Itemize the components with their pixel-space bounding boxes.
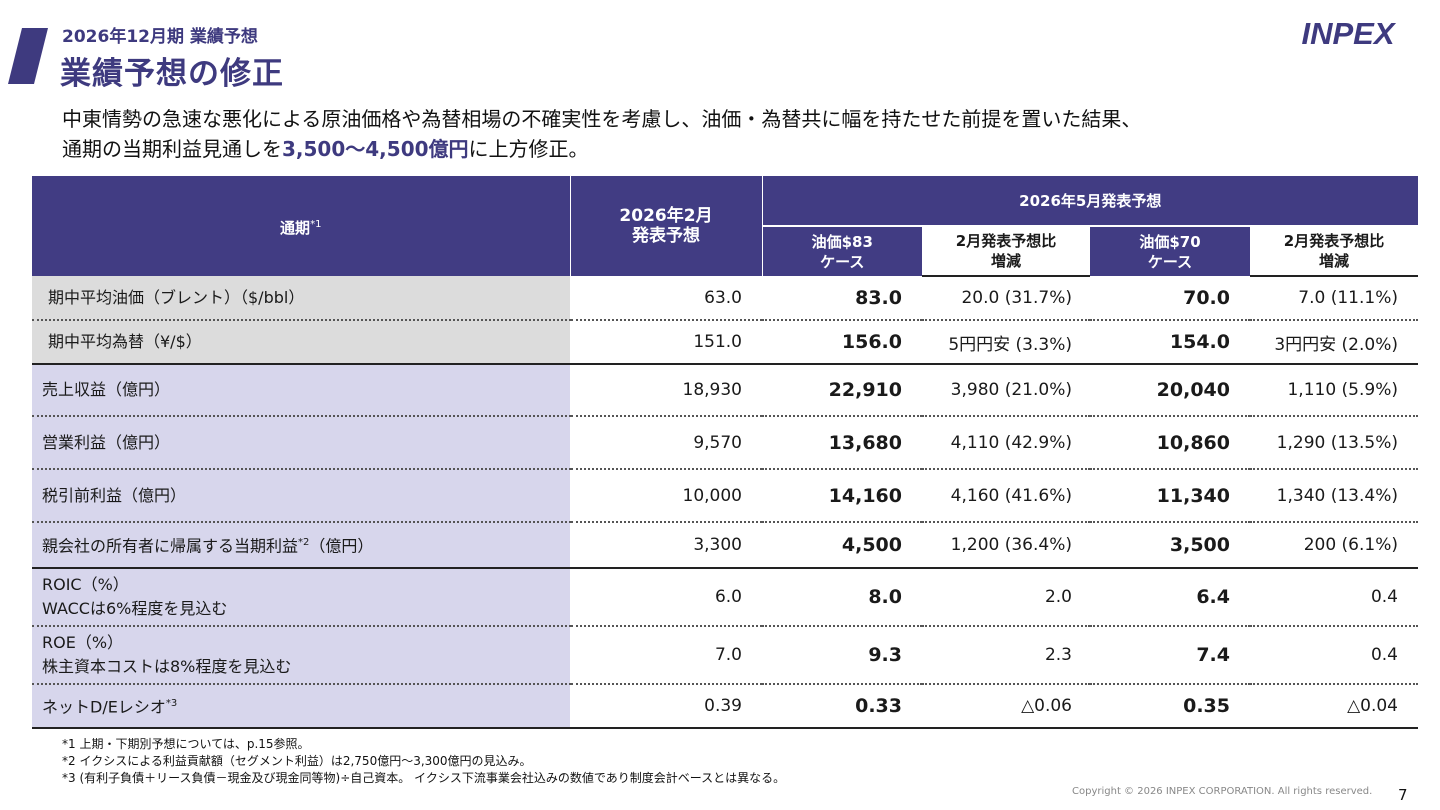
logo-text: INPEX bbox=[1301, 16, 1396, 51]
lead-line-2-post: に上方修正。 bbox=[468, 137, 589, 161]
header-period: 通期*1 bbox=[32, 176, 570, 276]
cell-diff83: △0.06 bbox=[922, 684, 1090, 729]
footnote-2: *2 イクシスによる利益貢献額（セグメント利益）は2,750億円～3,300億円… bbox=[62, 754, 532, 768]
cell-feb: 151.0 bbox=[569, 320, 762, 365]
cell-diff70: △0.04 bbox=[1250, 684, 1418, 729]
lead-line-2: 通期の当期利益見通しを3,500～4,500億円に上方修正。 bbox=[62, 134, 1362, 164]
table-row: ROE（%） 株主資本コストは8%程度を見込む 7.0 9.3 2.3 7.4 0… bbox=[32, 626, 1418, 685]
table-row: 期中平均油価（ブレント）（$/bbl） 63.0 83.0 20.0 (31.7… bbox=[32, 276, 1418, 321]
cell-case83: 8.0 bbox=[762, 568, 922, 627]
cell-diff83: 4,110 (42.9%) bbox=[922, 416, 1090, 470]
cell-diff70: 0.4 bbox=[1250, 626, 1418, 685]
row-label: 期中平均為替（¥/$） bbox=[32, 320, 570, 365]
cell-diff70: 1,110 (5.9%) bbox=[1250, 364, 1418, 417]
lead-text: 中東情勢の急速な悪化による原油価格や為替相場の不確実性を考慮し、油価・為替共に幅… bbox=[62, 104, 1362, 164]
cell-case83: 13,680 bbox=[762, 416, 922, 470]
cell-diff83: 1,200 (36.4%) bbox=[922, 522, 1090, 569]
cell-feb: 3,300 bbox=[569, 522, 762, 569]
header-may-forecast: 2026年5月発表予想 bbox=[761, 176, 1418, 226]
table-row: 営業利益（億円） 9,570 13,680 4,110 (42.9%) 10,8… bbox=[32, 416, 1418, 470]
header-diff-70: 2月発表予想比 増減 bbox=[1250, 225, 1418, 277]
row-label: 売上収益（億円） bbox=[32, 364, 570, 417]
table-row: ネットD/Eレシオ*3 0.39 0.33 △0.06 0.35 △0.04 bbox=[32, 684, 1418, 729]
slide-subtitle: 2026年12月期 業績予想 bbox=[62, 27, 258, 47]
cell-case83: 4,500 bbox=[762, 522, 922, 569]
cell-case83: 83.0 bbox=[762, 276, 922, 321]
cell-diff70: 7.0 (11.1%) bbox=[1250, 276, 1418, 321]
cell-feb: 63.0 bbox=[569, 276, 762, 321]
cell-diff83: 2.3 bbox=[922, 626, 1090, 685]
header-diff-83: 2月発表予想比 増減 bbox=[922, 225, 1090, 277]
table-row: 期中平均為替（¥/$） 151.0 156.0 5円円安 (3.3%) 154.… bbox=[32, 320, 1418, 365]
row-label: ROIC（%） WACCは6%程度を見込む bbox=[32, 568, 570, 627]
cell-case70: 7.4 bbox=[1090, 626, 1250, 685]
cell-case70: 11,340 bbox=[1090, 469, 1250, 523]
cell-case70: 0.35 bbox=[1090, 684, 1250, 729]
inpex-logo: INPEX bbox=[1301, 16, 1396, 51]
cell-diff83: 3,980 (21.0%) bbox=[922, 364, 1090, 417]
row-label: 期中平均油価（ブレント）（$/bbl） bbox=[32, 276, 570, 321]
cell-feb: 18,930 bbox=[569, 364, 762, 417]
cell-case83: 14,160 bbox=[762, 469, 922, 523]
cell-case83: 22,910 bbox=[762, 364, 922, 417]
table-row: 売上収益（億円） 18,930 22,910 3,980 (21.0%) 20,… bbox=[32, 364, 1418, 417]
cell-diff83: 2.0 bbox=[922, 568, 1090, 627]
table-row: 税引前利益（億円） 10,000 14,160 4,160 (41.6%) 11… bbox=[32, 469, 1418, 523]
forecast-table: 通期*1 2026年2月 発表予想 2026年5月発表予想 油価$83 ケース 2月… bbox=[32, 176, 1418, 729]
table-row: 親会社の所有者に帰属する当期利益*2（億円） 3,300 4,500 1,200… bbox=[32, 522, 1418, 569]
cell-diff70: 1,290 (13.5%) bbox=[1250, 416, 1418, 470]
lead-line-1: 中東情勢の急速な悪化による原油価格や為替相場の不確実性を考慮し、油価・為替共に幅… bbox=[62, 107, 1142, 131]
cell-diff83: 20.0 (31.7%) bbox=[922, 276, 1090, 321]
page-number: 7 bbox=[1398, 786, 1408, 804]
lead-line-2-pre: 通期の当期利益見通しを bbox=[62, 137, 282, 161]
cell-feb: 0.39 bbox=[569, 684, 762, 729]
slide-title: 業績予想の修正 bbox=[60, 56, 284, 92]
lead-highlight: 3,500～4,500億円 bbox=[282, 137, 469, 161]
cell-case70: 10,860 bbox=[1090, 416, 1250, 470]
row-label: ネットD/Eレシオ*3 bbox=[32, 684, 570, 729]
header-case-70: 油価$70 ケース bbox=[1090, 225, 1250, 276]
header-case-83: 油価$83 ケース bbox=[761, 225, 922, 276]
row-label: ROE（%） 株主資本コストは8%程度を見込む bbox=[32, 626, 570, 685]
cell-case70: 6.4 bbox=[1090, 568, 1250, 627]
cell-feb: 6.0 bbox=[569, 568, 762, 627]
cell-case70: 70.0 bbox=[1090, 276, 1250, 321]
footnote-1: *1 上期・下期別予想については、p.15参照。 bbox=[62, 737, 310, 751]
cell-diff70: 0.4 bbox=[1250, 568, 1418, 627]
cell-case70: 20,040 bbox=[1090, 364, 1250, 417]
cell-case83: 156.0 bbox=[762, 320, 922, 365]
cell-case83: 9.3 bbox=[762, 626, 922, 685]
cell-feb: 10,000 bbox=[569, 469, 762, 523]
cell-feb: 9,570 bbox=[569, 416, 762, 470]
footnotes: *1 上期・下期別予想については、p.15参照。 *2 イクシスによる利益貢献額… bbox=[62, 736, 785, 787]
cell-case70: 154.0 bbox=[1090, 320, 1250, 365]
row-label: 税引前利益（億円） bbox=[32, 469, 570, 523]
cell-diff70: 1,340 (13.4%) bbox=[1250, 469, 1418, 523]
cell-diff70: 200 (6.1%) bbox=[1250, 522, 1418, 569]
row-label: 営業利益（億円） bbox=[32, 416, 570, 470]
cell-feb: 7.0 bbox=[569, 626, 762, 685]
footnote-3: *3 (有利子負債＋リース負債－現金及び現金同等物)÷自己資本。 イクシス下流事… bbox=[62, 771, 786, 785]
cell-diff83: 5円円安 (3.3%) bbox=[922, 320, 1090, 365]
copyright: Copyright © 2026 INPEX CORPORATION. All … bbox=[1072, 786, 1373, 797]
cell-diff83: 4,160 (41.6%) bbox=[922, 469, 1090, 523]
cell-case83: 0.33 bbox=[762, 684, 922, 729]
row-label: 親会社の所有者に帰属する当期利益*2（億円） bbox=[32, 522, 570, 569]
cell-diff70: 3円円安 (2.0%) bbox=[1250, 320, 1418, 365]
table-row: ROIC（%） WACCは6%程度を見込む 6.0 8.0 2.0 6.4 0.4 bbox=[32, 568, 1418, 627]
cell-case70: 3,500 bbox=[1090, 522, 1250, 569]
header-feb-forecast: 2026年2月 発表予想 bbox=[569, 176, 762, 276]
accent-bar bbox=[8, 28, 48, 84]
